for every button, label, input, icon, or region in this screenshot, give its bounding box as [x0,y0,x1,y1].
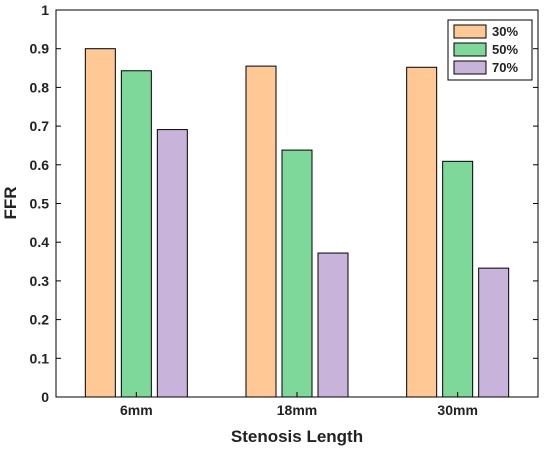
y-tick-label: 0.3 [30,273,50,289]
legend-swatch [453,60,487,75]
bar-30mm-50pct [442,160,474,398]
bar-6mm-30pct [84,48,116,398]
y-tick-label: 0 [41,389,49,405]
bar-6mm-70pct [156,129,188,398]
x-tick-label: 18mm [277,402,317,418]
bars-group [84,48,510,398]
y-tick-label: 0.5 [30,196,50,212]
bar-18mm-50pct [281,149,313,398]
legend-label: 70% [492,60,518,75]
y-tick-label: 0.8 [30,79,50,95]
y-tick-label: 1 [41,2,49,18]
x-axis-title: Stenosis Length [231,427,363,446]
y-tick-label: 0.9 [30,41,50,57]
bar-18mm-70pct [317,252,349,398]
x-tick-label: 30mm [437,402,477,418]
legend-swatch [453,42,487,57]
y-tick-label: 0.2 [30,312,50,328]
bar-6mm-50pct [120,70,152,398]
y-tick-label: 0.1 [30,350,50,366]
y-tick-label: 0.7 [30,118,50,134]
legend-label: 50% [492,42,518,57]
bar-30mm-30pct [406,66,438,398]
y-tick-label: 0.4 [30,234,50,250]
y-tick-label: 0.6 [30,157,50,173]
x-tick-label: 6mm [120,402,153,418]
y-axis: 0 0.1 0.2 0.3 0.4 0.5 0.6 0.7 0.8 0.9 1 [30,2,538,405]
bar-30mm-70pct [478,267,510,398]
legend-swatch [453,24,487,39]
x-axis: 6mm 18mm 30mm [120,392,478,418]
legend-label: 30% [492,24,518,39]
y-axis-title: FFR [1,186,20,219]
bar-18mm-30pct [245,65,277,398]
legend: 30% 50% 70% [447,19,533,81]
